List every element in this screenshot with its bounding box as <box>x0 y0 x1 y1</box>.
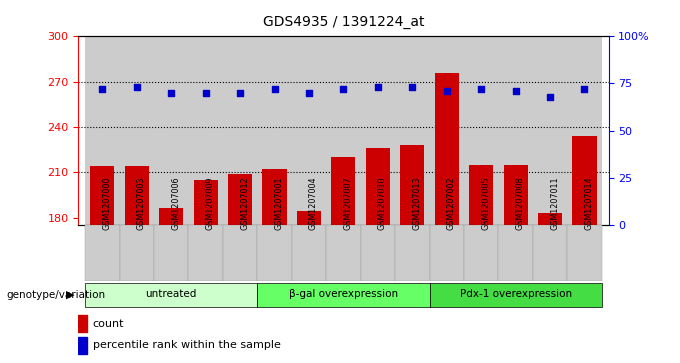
Point <box>97 86 107 92</box>
Text: percentile rank within the sample: percentile rank within the sample <box>92 340 281 350</box>
Bar <box>257 225 292 281</box>
Bar <box>78 315 88 332</box>
Bar <box>538 213 562 363</box>
Point <box>269 86 280 92</box>
FancyBboxPatch shape <box>257 283 430 307</box>
Point <box>510 88 521 94</box>
Bar <box>120 225 154 281</box>
Bar <box>430 225 464 281</box>
Bar <box>154 36 188 225</box>
Bar <box>498 36 533 225</box>
Text: count: count <box>92 318 124 329</box>
Text: GSM1207014: GSM1207014 <box>585 176 594 229</box>
Text: GSM1207005: GSM1207005 <box>481 176 490 229</box>
Point <box>200 90 211 96</box>
Bar <box>297 212 321 363</box>
Bar <box>533 225 567 281</box>
Text: GSM1207002: GSM1207002 <box>447 176 456 229</box>
Bar <box>188 225 223 281</box>
Text: GSM1207012: GSM1207012 <box>240 176 249 229</box>
Bar <box>154 225 188 281</box>
Bar <box>262 169 286 363</box>
Bar <box>395 225 430 281</box>
Bar <box>257 36 292 225</box>
Text: GSM1207001: GSM1207001 <box>275 176 284 229</box>
Bar <box>85 225 120 281</box>
Bar <box>567 225 602 281</box>
Text: Pdx-1 overexpression: Pdx-1 overexpression <box>460 289 572 299</box>
Point <box>338 86 349 92</box>
Bar <box>573 136 596 363</box>
Point <box>373 84 384 90</box>
Bar <box>504 165 528 363</box>
Bar <box>188 36 223 225</box>
Bar <box>124 166 149 363</box>
Text: GSM1207009: GSM1207009 <box>205 176 215 229</box>
Bar <box>228 174 252 363</box>
Bar <box>401 145 424 363</box>
Point <box>166 90 177 96</box>
Text: GSM1207004: GSM1207004 <box>309 176 318 229</box>
Bar <box>223 225 257 281</box>
Bar <box>85 36 120 225</box>
Bar <box>567 36 602 225</box>
Bar <box>194 180 218 363</box>
Point <box>303 90 314 96</box>
Bar <box>292 36 326 225</box>
Bar <box>435 73 459 363</box>
Text: β-gal overexpression: β-gal overexpression <box>289 289 398 299</box>
Point <box>235 90 245 96</box>
Bar <box>159 208 183 363</box>
Text: GSM1207007: GSM1207007 <box>343 176 352 229</box>
Point <box>441 88 452 94</box>
Bar <box>326 225 360 281</box>
Point <box>407 84 418 90</box>
Bar <box>360 225 395 281</box>
Text: genotype/variation: genotype/variation <box>7 290 106 300</box>
Bar <box>90 166 114 363</box>
FancyBboxPatch shape <box>85 283 257 307</box>
Text: GDS4935 / 1391224_at: GDS4935 / 1391224_at <box>262 15 424 29</box>
Bar <box>292 225 326 281</box>
Bar <box>223 36 257 225</box>
Bar <box>533 36 567 225</box>
Bar <box>360 36 395 225</box>
Text: GSM1207008: GSM1207008 <box>515 176 524 229</box>
Bar <box>430 36 464 225</box>
Text: ▶: ▶ <box>66 290 75 300</box>
Bar <box>464 225 498 281</box>
Text: GSM1207010: GSM1207010 <box>378 176 387 229</box>
Point <box>131 84 142 90</box>
Text: GSM1207011: GSM1207011 <box>550 176 559 229</box>
Bar <box>120 36 154 225</box>
Text: GSM1207013: GSM1207013 <box>412 176 422 229</box>
Text: untreated: untreated <box>146 289 197 299</box>
Text: GSM1207006: GSM1207006 <box>171 176 180 229</box>
Point <box>545 94 556 99</box>
Bar <box>469 165 493 363</box>
Bar <box>331 157 356 363</box>
Point <box>579 86 590 92</box>
Bar <box>326 36 360 225</box>
Point <box>476 86 487 92</box>
Bar <box>464 36 498 225</box>
Text: GSM1207000: GSM1207000 <box>102 176 112 229</box>
Text: GSM1207003: GSM1207003 <box>137 176 146 229</box>
Bar <box>78 337 88 354</box>
Bar <box>366 148 390 363</box>
Bar <box>498 225 533 281</box>
FancyBboxPatch shape <box>430 283 602 307</box>
Bar <box>395 36 430 225</box>
